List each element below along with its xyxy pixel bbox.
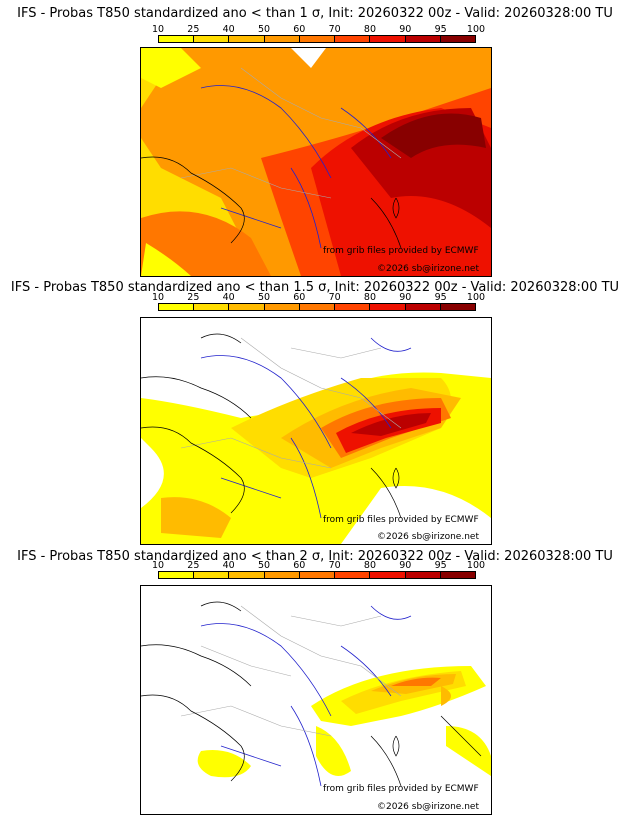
colorbar-swatch xyxy=(299,304,336,310)
colorbar-tick: 90 xyxy=(399,292,412,303)
colorbar-tick: 25 xyxy=(187,560,200,571)
data-credit: from grib files provided by ECMWF xyxy=(323,246,479,256)
panel-title: IFS - Probas T850 standardized ano < tha… xyxy=(10,280,620,295)
colorbar-tick: 95 xyxy=(434,560,447,571)
colorbar-swatch xyxy=(194,572,230,578)
colorbar-swatch xyxy=(335,304,371,310)
colorbar-labels: 10 25 40 50 60 70 80 90 95 100 xyxy=(152,24,485,35)
colorbar-tick: 70 xyxy=(328,24,341,35)
colorbar-swatch xyxy=(405,36,441,42)
probability-map: from grib files provided by ECMWF ©2026 … xyxy=(140,585,492,815)
colorbar-tick: 70 xyxy=(328,292,341,303)
colorbar-swatch xyxy=(370,36,406,42)
colorbar-tick: 60 xyxy=(293,24,306,35)
colorbar xyxy=(158,35,476,43)
colorbar-swatch xyxy=(299,572,336,578)
colorbar-swatch xyxy=(405,572,441,578)
colorbar-tick: 95 xyxy=(434,292,447,303)
colorbar-tick: 95 xyxy=(434,24,447,35)
copyright: ©2026 sb@irizone.net xyxy=(377,532,479,542)
colorbar-tick: 60 xyxy=(293,292,306,303)
colorbar-tick: 100 xyxy=(466,560,486,571)
data-credit: from grib files provided by ECMWF xyxy=(323,784,479,794)
colorbar-tick: 70 xyxy=(328,560,341,571)
colorbar-swatch xyxy=(440,572,475,578)
colorbar-swatch xyxy=(264,304,300,310)
copyright: ©2026 sb@irizone.net xyxy=(377,802,479,812)
colorbar-tick: 10 xyxy=(151,560,165,571)
colorbar-swatch xyxy=(370,304,406,310)
colorbar-swatch xyxy=(194,36,230,42)
panel-title: IFS - Probas T850 standardized ano < tha… xyxy=(17,549,613,564)
colorbar-swatch xyxy=(229,304,265,310)
colorbar-swatch xyxy=(159,304,195,310)
colorbar-tick: 60 xyxy=(293,560,306,571)
colorbar-tick: 100 xyxy=(466,24,486,35)
colorbar-swatch xyxy=(335,572,371,578)
colorbar-swatch xyxy=(405,304,441,310)
colorbar-swatch xyxy=(440,304,475,310)
colorbar-swatch xyxy=(264,36,300,42)
colorbar-tick: 90 xyxy=(399,24,412,35)
colorbar-tick: 40 xyxy=(222,24,235,35)
colorbar-tick: 25 xyxy=(187,292,200,303)
colorbar-tick: 50 xyxy=(257,24,271,35)
colorbar-swatch xyxy=(264,572,300,578)
panel-title: IFS - Probas T850 standardized ano < tha… xyxy=(17,6,613,21)
copyright: ©2026 sb@irizone.net xyxy=(377,264,479,274)
colorbar-tick: 10 xyxy=(151,292,165,303)
colorbar-tick: 90 xyxy=(399,560,412,571)
colorbar-swatch xyxy=(229,36,265,42)
data-credit: from grib files provided by ECMWF xyxy=(323,515,479,525)
colorbar-tick: 40 xyxy=(222,560,235,571)
colorbar-labels: 10 25 40 50 60 70 80 90 95 100 xyxy=(152,560,485,571)
colorbar-tick: 10 xyxy=(151,24,165,35)
colorbar-tick: 100 xyxy=(466,292,486,303)
colorbar-swatch xyxy=(194,304,230,310)
colorbar-tick: 25 xyxy=(187,24,200,35)
colorbar-tick: 50 xyxy=(257,292,271,303)
colorbar xyxy=(158,571,476,579)
colorbar xyxy=(158,303,476,311)
map-field xyxy=(141,48,491,276)
colorbar-swatch xyxy=(159,572,195,578)
colorbar-swatch xyxy=(159,36,195,42)
probability-map: from grib files provided by ECMWF ©2026 … xyxy=(140,47,492,277)
colorbar-tick: 40 xyxy=(222,292,235,303)
colorbar-swatch xyxy=(299,36,336,42)
colorbar-swatch xyxy=(335,36,371,42)
colorbar-tick: 80 xyxy=(363,560,377,571)
colorbar-swatch xyxy=(440,36,475,42)
colorbar-labels: 10 25 40 50 60 70 80 90 95 100 xyxy=(152,292,485,303)
map-field xyxy=(141,318,491,544)
colorbar-swatch xyxy=(229,572,265,578)
colorbar-tick: 80 xyxy=(363,24,377,35)
colorbar-tick: 80 xyxy=(363,292,377,303)
colorbar-tick: 50 xyxy=(257,560,271,571)
map-field xyxy=(141,586,491,814)
colorbar-swatch xyxy=(370,572,406,578)
probability-map: from grib files provided by ECMWF ©2026 … xyxy=(140,317,492,545)
